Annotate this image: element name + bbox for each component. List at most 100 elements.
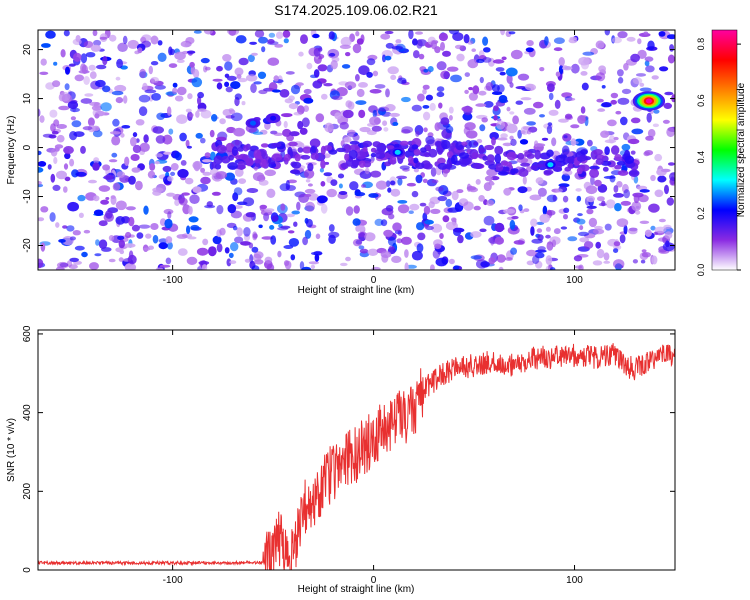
spectrogram-cell <box>367 248 379 256</box>
spectrogram-cell <box>429 102 436 111</box>
spectrogram-cell <box>118 257 124 262</box>
spectrogram-cell <box>568 38 578 44</box>
spectrogram-cell <box>582 51 595 56</box>
spectrogram-cell <box>611 36 622 44</box>
spectrogram-cell <box>524 83 534 91</box>
spectrogram-cell <box>630 53 640 63</box>
spectrogram-cell <box>142 82 148 91</box>
spectrogram-cell <box>392 222 402 232</box>
spectrogram-cell <box>522 175 527 185</box>
spectrogram-cell <box>532 255 540 264</box>
spectrogram-cell <box>174 51 186 60</box>
spectrogram-cell <box>434 140 442 147</box>
spectrogram-cell <box>305 179 311 183</box>
spectrogram-cell <box>172 87 178 95</box>
spectrogram-cell <box>259 204 268 210</box>
spectrogram-cell <box>436 86 445 92</box>
spectrogram-cell <box>63 146 74 155</box>
spectrogram-cell <box>396 238 403 244</box>
spectrogram-cell <box>595 158 604 165</box>
spectrogram-cell <box>621 143 631 151</box>
spectrogram-cell <box>466 186 477 191</box>
y-tick-label: 0 <box>22 567 33 573</box>
spectrogram-cell <box>577 115 586 124</box>
spectrogram-cell <box>323 83 333 87</box>
spectrogram-cell <box>534 149 541 160</box>
spectrogram-peak <box>250 120 256 126</box>
spectrogram-cell <box>526 129 532 135</box>
spectrogram-cell <box>464 89 469 94</box>
spectrogram-cell <box>312 33 320 39</box>
spectrogram-cell <box>472 85 480 95</box>
y-tick-label: -10 <box>22 189 33 204</box>
spectrogram-cell <box>555 188 563 193</box>
spectrogram-cell <box>601 102 612 108</box>
spectrogram-cell <box>536 163 544 168</box>
spectrogram-cell <box>211 114 218 122</box>
spectrogram-cell <box>89 262 99 270</box>
spectrogram-cell <box>461 106 473 112</box>
spectrogram-cell <box>441 139 451 150</box>
spectrogram-cell <box>457 234 464 244</box>
spectrogram-cell <box>451 154 458 165</box>
spectrogram-cell <box>510 168 516 176</box>
spectrogram-cell <box>216 82 223 90</box>
spectrogram-cell <box>617 69 624 77</box>
spectrogram-cell <box>98 185 111 192</box>
spectrogram-cell <box>517 129 522 139</box>
spectrogram-cell <box>246 188 259 193</box>
spectrogram-cell <box>69 236 76 241</box>
y-tick-label: 400 <box>22 404 33 421</box>
spectrogram-cell <box>422 105 430 109</box>
spectrogram-cell <box>100 102 112 112</box>
spectrogram-cell <box>422 178 428 183</box>
spectrogram-cell <box>254 259 264 265</box>
colorbar-tick-label: 0.2 <box>696 207 706 220</box>
spectrogram-cell <box>624 155 635 164</box>
spectrogram-cell <box>374 149 385 155</box>
spectrogram-cell <box>92 162 100 171</box>
spectrogram-cell <box>114 84 127 93</box>
spectrogram-cell <box>109 131 121 135</box>
spectrogram-cell <box>509 111 515 115</box>
spectrogram-cell <box>383 127 389 132</box>
spectrogram-cell <box>53 61 58 66</box>
spectrogram-cell <box>147 170 156 179</box>
spectrogram-cell <box>145 233 152 239</box>
spectrogram-cell <box>567 236 578 242</box>
spectrogram-cell <box>81 251 88 258</box>
spectrogram-cell <box>174 198 180 207</box>
spectrogram-cell <box>425 135 435 145</box>
spectrogram-cell <box>238 178 247 185</box>
spectrogram-cell <box>517 73 530 81</box>
spectrogram-cell <box>80 145 86 154</box>
spectrogram-cell <box>445 125 454 134</box>
spectrogram-cell <box>151 93 162 101</box>
spectrogram-cell <box>664 91 674 96</box>
spectrogram-cell <box>613 136 619 141</box>
spectrogram-cell <box>663 224 672 229</box>
spectrogram-cell <box>226 75 237 81</box>
spectrogram-cell <box>237 77 248 83</box>
spectrogram-cell <box>411 144 419 150</box>
spectrogram-cell <box>494 153 502 164</box>
spectrogram-cell <box>52 80 61 88</box>
spectrogram-cell <box>484 144 495 151</box>
spectrogram-cell <box>288 103 299 110</box>
spectrogram-cell <box>658 31 666 37</box>
spectrogram-cell <box>436 91 445 98</box>
spectrogram-cell <box>401 79 407 84</box>
spectrogram-cell <box>193 69 200 79</box>
spectrogram-cell <box>300 154 311 160</box>
spectrogram-cell <box>174 95 184 102</box>
spectrogram-cell <box>156 112 166 121</box>
snr-y-label: SNR (10 * v/v) <box>6 418 17 482</box>
spectrogram-cell <box>384 104 396 112</box>
spectrogram-cell <box>464 72 470 77</box>
spectrogram-cell <box>645 65 655 73</box>
spectrogram-cell <box>428 148 438 158</box>
spectrogram-cell <box>577 213 583 217</box>
spectrogram-cell <box>211 161 217 169</box>
spectrogram-cell <box>271 215 279 222</box>
